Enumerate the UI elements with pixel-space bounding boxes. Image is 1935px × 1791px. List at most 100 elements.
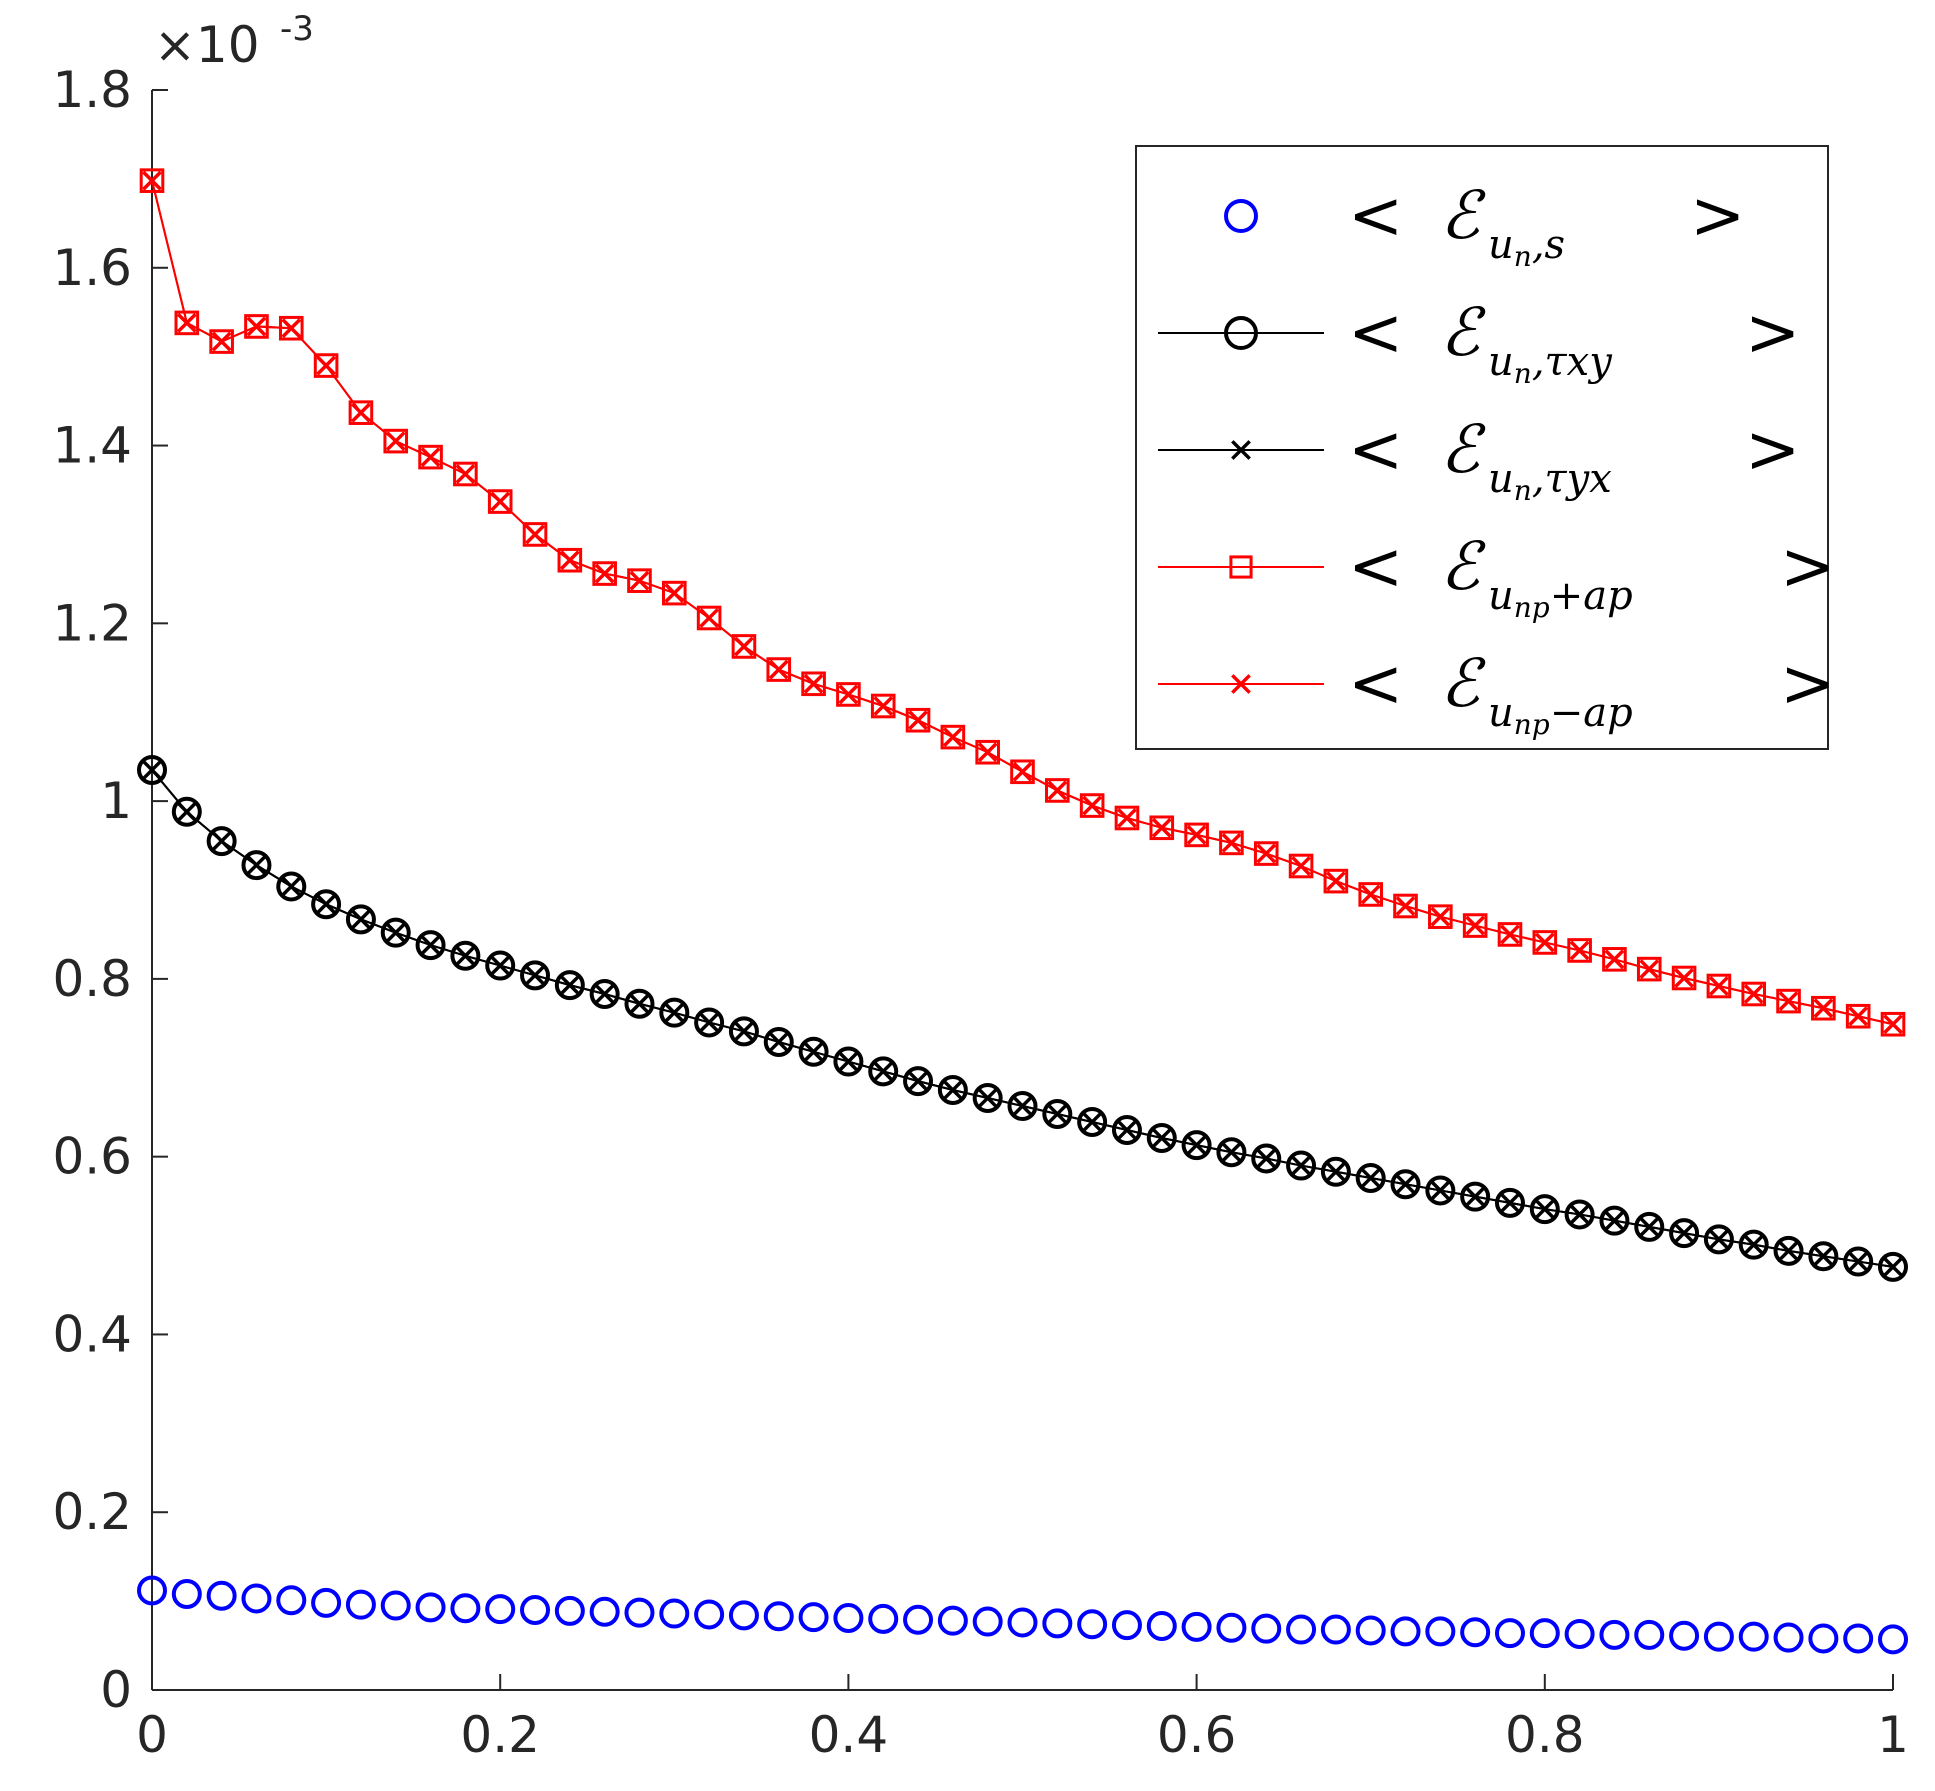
legend-bracket-left: < xyxy=(1348,528,1403,605)
data-point xyxy=(1564,1619,1595,1649)
data-point xyxy=(1743,1234,1764,1255)
data-point xyxy=(1465,1186,1486,1207)
data-point xyxy=(1462,913,1488,938)
data-point xyxy=(490,955,511,976)
data-point xyxy=(870,693,896,719)
data-point xyxy=(1534,1199,1555,1220)
data-point xyxy=(763,1601,794,1632)
data-point xyxy=(1288,853,1314,879)
data-point xyxy=(1497,922,1523,947)
data-point xyxy=(418,444,443,470)
data-point xyxy=(627,568,652,593)
data-point xyxy=(766,657,792,682)
data-point xyxy=(873,1061,894,1082)
data-point xyxy=(1360,1168,1381,1188)
data-point xyxy=(276,1585,307,1616)
data-point xyxy=(1325,871,1346,892)
data-point xyxy=(838,684,859,705)
data-point xyxy=(908,1071,928,1092)
data-point xyxy=(1355,1615,1386,1646)
data-point xyxy=(1604,949,1625,970)
data-point xyxy=(1077,1107,1108,1137)
series-line xyxy=(151,769,1894,1268)
data-point xyxy=(1534,932,1555,953)
y-tick-label: 1.6 xyxy=(52,239,132,297)
y-tick-label: 1 xyxy=(100,772,132,830)
data-point xyxy=(1569,1204,1590,1225)
data-point xyxy=(694,1599,725,1630)
data-point xyxy=(1569,940,1590,961)
data-point xyxy=(1883,1014,1903,1035)
data-point xyxy=(1430,906,1451,927)
data-point xyxy=(1880,1011,1906,1037)
data-point xyxy=(1395,1174,1416,1195)
data-point xyxy=(311,1587,342,1618)
legend-bracket-left: < xyxy=(1348,177,1403,254)
series-1 xyxy=(137,755,1908,1282)
data-point xyxy=(211,331,232,352)
data-point xyxy=(450,940,481,971)
data-point xyxy=(1529,1618,1560,1649)
data-point xyxy=(1564,1199,1595,1230)
data-point xyxy=(763,1027,794,1057)
legend-bracket-left: < xyxy=(1348,411,1403,488)
data-point xyxy=(1047,780,1068,801)
data-point xyxy=(1355,1163,1386,1193)
data-point xyxy=(1325,1161,1346,1182)
data-point xyxy=(768,659,789,680)
legend-bracket-right: > xyxy=(1780,528,1835,605)
data-point xyxy=(1151,1128,1172,1148)
data-point xyxy=(1082,1112,1103,1132)
data-point xyxy=(734,1021,754,1042)
data-point xyxy=(1639,959,1660,980)
data-point xyxy=(1674,968,1694,988)
data-point xyxy=(206,826,237,857)
data-point xyxy=(1460,1181,1491,1212)
data-point xyxy=(1878,1251,1908,1282)
data-point xyxy=(1604,1210,1625,1231)
data-point xyxy=(137,1575,167,1606)
data-point xyxy=(171,796,202,827)
legend-symbol: ℰ xyxy=(1440,411,1486,488)
legend-symbol: ℰ xyxy=(1440,294,1486,371)
data-point xyxy=(1460,1617,1491,1648)
data-point xyxy=(699,1012,720,1033)
data-point xyxy=(1778,1240,1799,1261)
data-point xyxy=(1291,856,1311,876)
data-point xyxy=(868,1056,899,1087)
data-point xyxy=(1186,824,1207,845)
data-point xyxy=(1532,930,1558,955)
data-point xyxy=(937,1605,968,1636)
legend-label: un,τxy xyxy=(1488,339,1613,390)
data-point xyxy=(977,1088,998,1108)
data-point xyxy=(176,801,197,822)
data-point xyxy=(1741,981,1767,1007)
data-point xyxy=(731,634,757,659)
data-point xyxy=(380,917,411,948)
data-point xyxy=(734,636,754,657)
axes: 0 0.2 0.4 0.6 0.8 1 0 0.2 0.4 0.6 0.8 1 1.2 1.4 1.6 1.8… xyxy=(52,9,1908,1764)
data-point xyxy=(1425,1175,1456,1206)
data-point xyxy=(908,710,928,731)
y-tick-label: 1.4 xyxy=(52,417,132,475)
data-point xyxy=(209,329,234,354)
data-point xyxy=(1494,1187,1525,1218)
data-point xyxy=(1114,805,1140,831)
legend-label: un,τyx xyxy=(1488,456,1612,507)
data-point xyxy=(311,889,342,920)
data-point xyxy=(1146,1123,1177,1153)
data-point xyxy=(455,464,476,484)
data-point xyxy=(1390,1616,1421,1647)
data-point xyxy=(836,682,861,707)
data-point xyxy=(903,1066,934,1097)
data-point xyxy=(1221,1142,1242,1163)
y-tick-label: 1.8 xyxy=(52,61,132,119)
x-tick-label: 1 xyxy=(1877,1706,1909,1764)
data-point xyxy=(554,970,585,1001)
y-tick-label: 0.2 xyxy=(52,1483,132,1541)
data-point xyxy=(1007,1091,1038,1121)
data-point xyxy=(1320,1156,1351,1187)
data-point xyxy=(1634,1619,1665,1650)
y-tick-label: 0.4 xyxy=(52,1305,132,1363)
